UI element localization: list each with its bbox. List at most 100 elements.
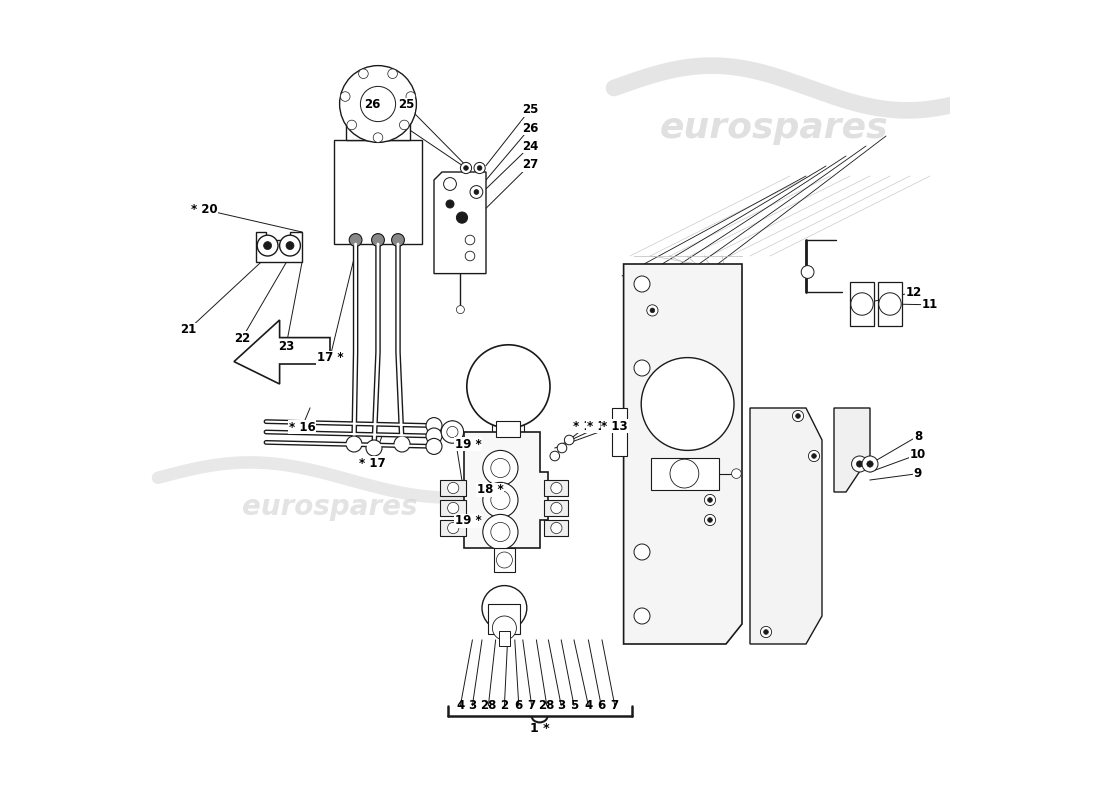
Bar [440, 520, 466, 536]
Circle shape [456, 212, 468, 223]
Bar [496, 421, 520, 437]
Circle shape [346, 120, 356, 130]
Circle shape [851, 456, 868, 472]
Circle shape [474, 162, 485, 174]
Text: * 16: * 16 [288, 421, 316, 434]
Circle shape [482, 586, 527, 630]
Bar [494, 548, 515, 572]
Circle shape [491, 458, 510, 478]
Circle shape [372, 234, 384, 246]
Circle shape [426, 428, 442, 444]
Bar [488, 604, 520, 634]
Text: * 13: * 13 [602, 420, 628, 433]
Text: 10: 10 [910, 448, 926, 461]
Circle shape [792, 410, 804, 422]
Text: eurospares: eurospares [242, 493, 418, 522]
Text: 4: 4 [456, 699, 464, 712]
Polygon shape [234, 320, 330, 384]
Text: 3: 3 [469, 699, 476, 712]
Circle shape [763, 630, 769, 634]
Circle shape [564, 435, 574, 445]
Circle shape [650, 308, 654, 313]
Circle shape [340, 66, 417, 142]
Circle shape [349, 234, 362, 246]
Circle shape [359, 69, 369, 78]
Text: 25: 25 [521, 103, 538, 116]
Polygon shape [750, 408, 822, 644]
Text: 21: 21 [180, 323, 197, 336]
Polygon shape [624, 264, 742, 644]
Circle shape [286, 242, 294, 250]
Circle shape [474, 190, 478, 194]
Text: 19 *: 19 * [455, 514, 482, 527]
Text: 12: 12 [906, 286, 922, 298]
Text: 3: 3 [557, 699, 565, 712]
Circle shape [406, 92, 416, 102]
Circle shape [446, 200, 454, 208]
Bar [498, 631, 510, 646]
Text: 27: 27 [521, 158, 538, 171]
Text: 24: 24 [521, 140, 538, 153]
Circle shape [550, 451, 560, 461]
Text: * 15: * 15 [573, 420, 600, 433]
Circle shape [340, 92, 350, 102]
Circle shape [465, 251, 475, 261]
Text: 28: 28 [539, 699, 556, 712]
Circle shape [448, 522, 459, 534]
Text: 6: 6 [597, 699, 605, 712]
Circle shape [812, 454, 816, 458]
Circle shape [551, 482, 562, 494]
Circle shape [426, 418, 442, 434]
Bar [440, 480, 466, 496]
Circle shape [491, 490, 510, 510]
Circle shape [470, 186, 483, 198]
Bar [544, 520, 569, 536]
Circle shape [257, 235, 278, 256]
Polygon shape [434, 172, 486, 274]
Circle shape [760, 626, 771, 638]
Text: 4: 4 [584, 699, 593, 712]
Polygon shape [464, 432, 549, 548]
Bar [346, 120, 410, 140]
Circle shape [448, 482, 459, 494]
Circle shape [551, 522, 562, 534]
Circle shape [366, 440, 382, 456]
Circle shape [879, 293, 901, 315]
Text: 9: 9 [914, 467, 922, 480]
Circle shape [465, 235, 475, 245]
Bar [651, 458, 718, 490]
Bar [850, 282, 875, 326]
Circle shape [426, 438, 442, 454]
Circle shape [634, 276, 650, 292]
Text: 2: 2 [500, 699, 508, 712]
Circle shape [483, 482, 518, 518]
Circle shape [707, 498, 713, 502]
Circle shape [493, 616, 516, 640]
Circle shape [647, 305, 658, 316]
Bar [334, 140, 422, 244]
Text: 19 *: 19 * [455, 438, 482, 450]
Circle shape [641, 358, 734, 450]
Circle shape [795, 414, 801, 418]
Circle shape [461, 162, 472, 174]
Circle shape [443, 178, 456, 190]
Text: 22: 22 [234, 332, 250, 345]
Circle shape [279, 235, 300, 256]
Polygon shape [834, 408, 870, 492]
Circle shape [707, 518, 713, 522]
Text: 17 *: 17 * [317, 351, 343, 364]
Circle shape [466, 345, 550, 428]
Text: 23: 23 [278, 340, 294, 353]
Circle shape [361, 86, 396, 122]
Circle shape [491, 522, 510, 542]
Circle shape [551, 502, 562, 514]
Circle shape [867, 461, 873, 467]
Circle shape [392, 234, 405, 246]
Text: * 14: * 14 [587, 420, 614, 433]
Circle shape [483, 514, 518, 550]
Circle shape [496, 552, 513, 568]
Circle shape [264, 242, 272, 250]
Circle shape [346, 436, 362, 452]
Circle shape [558, 443, 566, 453]
Bar [493, 425, 525, 437]
